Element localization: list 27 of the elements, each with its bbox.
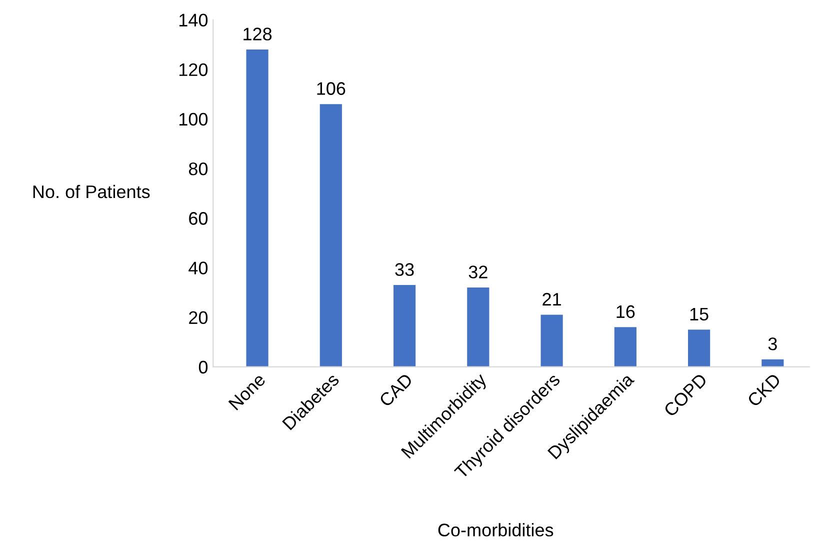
data-label: 21 [542,292,561,306]
bar [614,327,636,367]
data-label: 106 [317,82,346,95]
bar [688,330,710,367]
y-tick-label: 80 [188,162,208,176]
bar [393,285,416,367]
y-tick-label: 60 [189,212,208,225]
bar [467,288,490,367]
y-tick-label: 20 [189,311,208,324]
bar [320,104,342,367]
y-tick-label: 0 [198,360,208,374]
y-axis-title: No. of Patients [33,184,150,198]
x-tick-label: CKD [746,372,782,408]
data-label: 128 [244,28,272,40]
data-label: 3 [768,338,777,350]
bar [246,50,268,367]
data-label: 16 [616,305,635,318]
y-tick-label: 120 [180,63,208,76]
data-label: 32 [468,266,488,278]
data-label: 15 [690,308,708,321]
data-label: 33 [395,263,414,276]
y-tick-label: 140 [180,14,208,27]
bar [540,314,563,367]
y-tick-label: 100 [180,112,208,126]
bar [762,359,784,367]
x-axis-title: Co-morbidities [438,523,554,536]
y-tick-label: 40 [188,262,208,274]
